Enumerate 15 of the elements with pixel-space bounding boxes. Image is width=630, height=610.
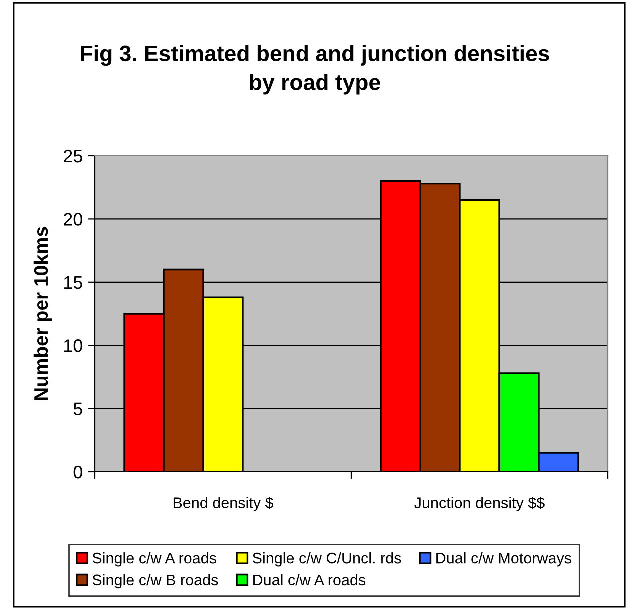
chart-title: Fig 3. Estimated bend and junction densities by road type: [81, 45, 550, 95]
x-tick-label: Junction density $$: [414, 497, 545, 512]
legend-label: Dual c/w Motorways: [436, 552, 572, 567]
legend-label: Single c/w A roads: [92, 552, 216, 567]
y-tick-label: 25: [64, 150, 82, 163]
y-tick-label: 10: [64, 340, 82, 352]
x-tick-label: Bend density $: [174, 497, 274, 512]
y-tick-label: 5: [74, 402, 82, 416]
y-tick-label: 0: [74, 466, 82, 479]
y-tick-label: 15: [64, 276, 82, 290]
y-tick-label: 20: [64, 213, 82, 226]
legend-label: Single c/w B roads: [92, 574, 218, 589]
y-axis-title: Number per 10kms: [34, 227, 52, 400]
legend-label: Dual c/w A roads: [254, 574, 366, 586]
legend-label: Single c/w C/Uncl. rds: [252, 552, 402, 567]
